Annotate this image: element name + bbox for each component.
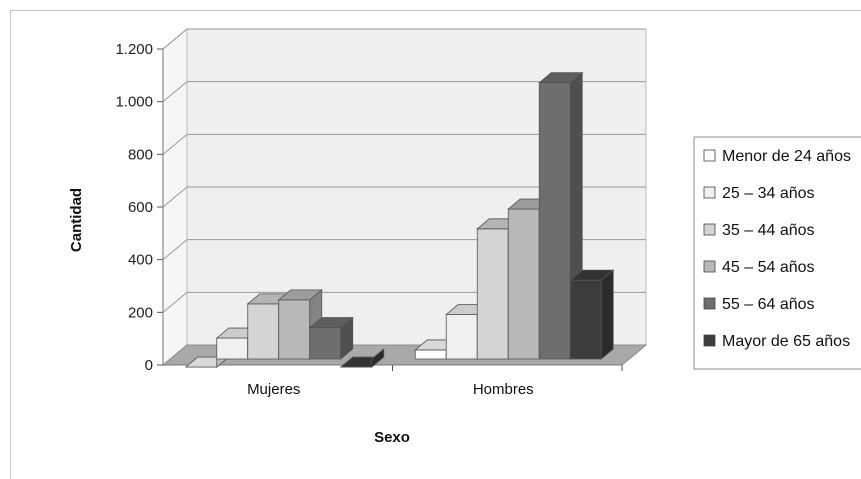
legend: Menor de 24 años 25 – 34 años 35 – 44 años…	[693, 136, 861, 370]
legend-box	[693, 136, 861, 370]
x-axis-title: Sexo	[374, 429, 410, 446]
bar-side	[600, 269, 614, 360]
legend-label: Menor de 24 años	[722, 148, 851, 165]
bar-front	[278, 299, 311, 360]
y-tick-label: 200	[128, 304, 153, 321]
legend-label: 35 – 44 años	[722, 222, 815, 239]
legend-label: 45 – 54 años	[722, 259, 815, 276]
y-tick-label: 1.200	[115, 41, 153, 58]
bar-front	[414, 349, 447, 360]
y-tick-label: 400	[128, 252, 153, 269]
x-category-label: Mujeres	[247, 381, 300, 398]
bar-hombres-5	[569, 269, 615, 360]
bar-hombres-4	[538, 71, 584, 360]
gridlines	[162, 28, 646, 313]
bar-side	[371, 348, 385, 368]
bar-front	[538, 82, 571, 360]
gridline	[162, 186, 646, 208]
bars	[184, 71, 615, 368]
y-tick-label: 800	[128, 146, 153, 163]
legend-swatch	[703, 149, 716, 162]
bar-front	[247, 303, 280, 360]
bar-side	[340, 316, 354, 360]
y-tick-label: 600	[128, 199, 153, 216]
gridline	[162, 133, 646, 155]
y-tick-label: 1.000	[115, 94, 153, 111]
y-axis-title: Cantidad	[68, 188, 85, 252]
legend-swatch	[703, 186, 716, 199]
legend-swatch	[703, 297, 716, 310]
bar-front	[216, 337, 249, 360]
bar-front	[445, 313, 478, 360]
legend-label: 55 – 64 años	[722, 296, 815, 313]
bar-mujeres-5	[339, 348, 385, 368]
bar-front	[569, 279, 602, 360]
x-category-labels: Mujeres Hombres	[247, 365, 623, 398]
legend-swatch	[703, 334, 716, 347]
y-tick-label: 0	[145, 357, 153, 374]
chart-frame	[10, 10, 861, 479]
bar-front	[507, 208, 540, 360]
bar-front	[476, 228, 509, 360]
x-category-label: Hombres	[473, 381, 534, 398]
bar-front	[309, 327, 342, 360]
legend-swatch	[703, 260, 716, 273]
gridline	[162, 28, 646, 50]
gridline	[162, 81, 646, 103]
bar-mujeres-4	[308, 316, 354, 360]
legend-swatch	[703, 223, 716, 236]
legend-label: Mayor de 65 años	[722, 333, 850, 350]
legend-label: 25 – 34 años	[722, 185, 815, 202]
